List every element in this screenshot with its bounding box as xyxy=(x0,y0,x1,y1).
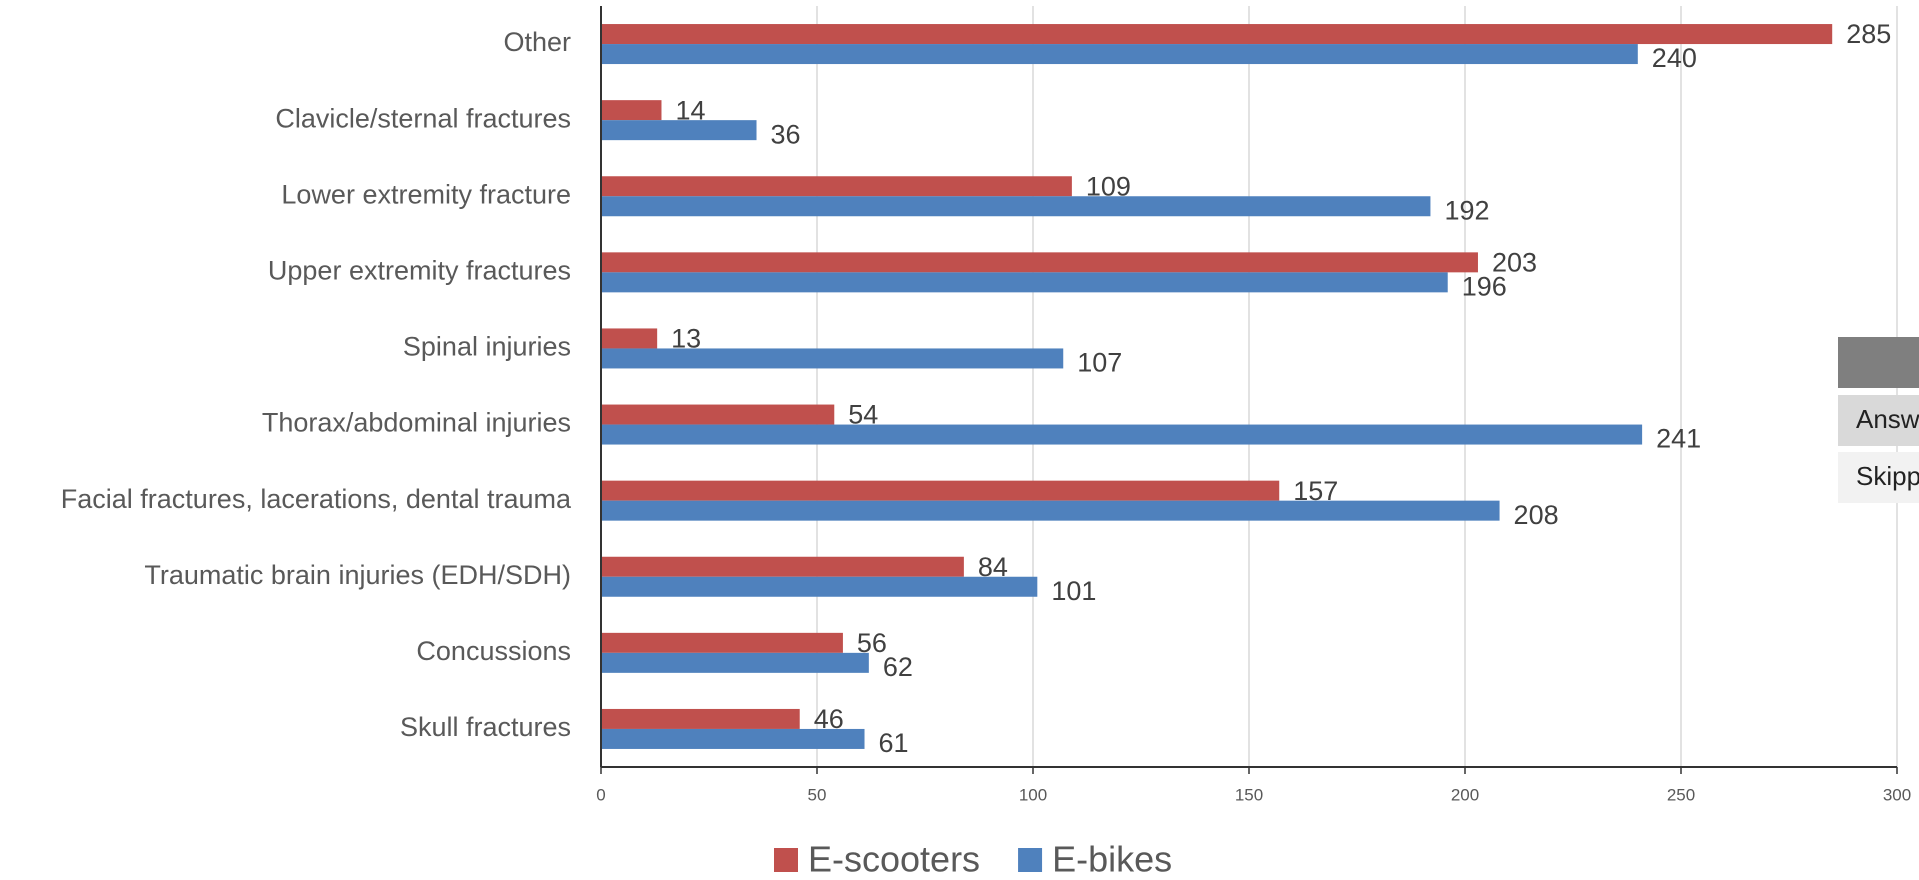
overlay-row xyxy=(1838,452,1919,503)
y-tick-label: Thorax/abdominal injuries xyxy=(262,408,571,438)
data-label: 101 xyxy=(1051,576,1096,606)
bar xyxy=(601,196,1431,217)
y-tick-label: Concussions xyxy=(416,636,571,666)
bar xyxy=(601,652,869,673)
bar xyxy=(601,100,662,121)
bar xyxy=(601,480,1280,501)
bar xyxy=(601,576,1038,597)
y-tick-label: Traumatic brain injuries (EDH/SDH) xyxy=(144,560,571,590)
bar xyxy=(601,120,757,141)
x-tick-label: 250 xyxy=(1667,785,1695,804)
legend-label: E-bikes xyxy=(1052,839,1172,880)
bar xyxy=(601,708,800,729)
y-tick-label: Upper extremity fractures xyxy=(268,255,571,285)
bar xyxy=(601,728,865,749)
y-tick-label: Other xyxy=(503,27,571,57)
bar xyxy=(601,348,1064,369)
overlay-row xyxy=(1838,395,1919,446)
bar xyxy=(601,252,1478,273)
legend-swatch xyxy=(774,848,798,872)
bar xyxy=(601,24,1833,45)
data-label: 203 xyxy=(1492,247,1537,277)
y-tick-label: Clavicle/sternal fractures xyxy=(275,103,571,133)
bar xyxy=(601,404,835,425)
legend-swatch xyxy=(1018,848,1043,872)
data-label: 107 xyxy=(1077,348,1122,378)
overlay-label: Skipp xyxy=(1856,461,1919,491)
bar xyxy=(601,424,1643,445)
bar xyxy=(601,328,658,349)
data-label: 36 xyxy=(771,119,801,149)
overlay-header xyxy=(1838,337,1919,388)
bar xyxy=(601,500,1500,521)
y-tick-label: Skull fractures xyxy=(400,712,571,742)
data-label: 196 xyxy=(1462,271,1507,301)
data-label: 61 xyxy=(879,728,909,758)
data-label: 241 xyxy=(1656,424,1701,454)
data-label: 240 xyxy=(1652,43,1697,73)
data-label: 192 xyxy=(1444,195,1489,225)
x-tick-label: 100 xyxy=(1019,785,1047,804)
bar xyxy=(601,44,1638,65)
y-tick-label: Lower extremity fracture xyxy=(281,179,571,209)
bar xyxy=(601,632,843,653)
y-tick-label: Facial fractures, lacerations, dental tr… xyxy=(61,484,572,514)
bar xyxy=(601,176,1072,197)
x-tick-label: 150 xyxy=(1235,785,1263,804)
x-tick-label: 200 xyxy=(1451,785,1479,804)
x-tick-label: 0 xyxy=(596,785,605,804)
y-tick-label: Spinal injuries xyxy=(403,332,571,362)
data-label: 285 xyxy=(1846,19,1891,49)
overlay-label: Answ xyxy=(1856,404,1919,434)
bar xyxy=(601,556,964,577)
legend-label: E-scooters xyxy=(808,839,980,880)
x-tick-label: 50 xyxy=(808,785,827,804)
x-tick-label: 300 xyxy=(1883,785,1911,804)
data-label: 62 xyxy=(883,652,913,682)
data-label: 208 xyxy=(1514,500,1559,530)
bar xyxy=(601,272,1448,293)
